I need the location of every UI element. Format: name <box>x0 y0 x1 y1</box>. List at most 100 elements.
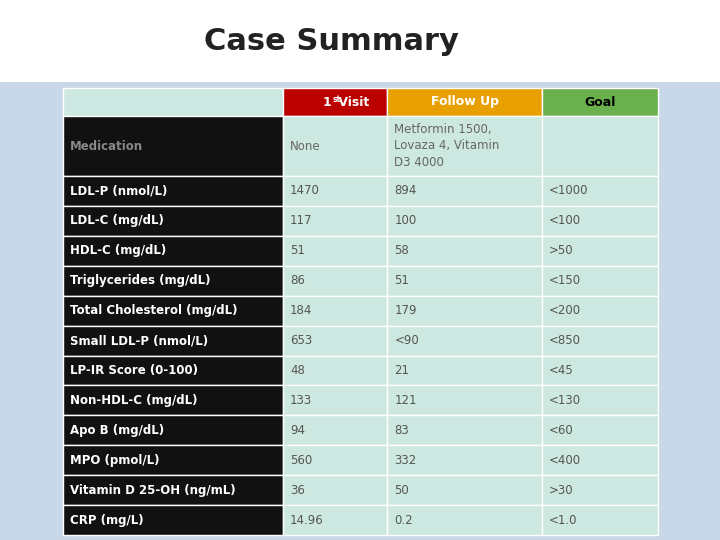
Text: Medication: Medication <box>70 139 143 152</box>
Bar <box>283 296 387 326</box>
Text: Vitamin D 25-OH (ng/mL): Vitamin D 25-OH (ng/mL) <box>70 484 235 497</box>
Bar <box>387 116 542 176</box>
Text: 14.96: 14.96 <box>290 514 324 526</box>
Text: Small LDL-P (nmol/L): Small LDL-P (nmol/L) <box>70 334 208 347</box>
Bar <box>63 236 283 266</box>
Bar <box>63 475 283 505</box>
Bar <box>387 415 542 445</box>
Text: HDL-C (mg/dL): HDL-C (mg/dL) <box>70 244 166 257</box>
Text: 83: 83 <box>395 424 409 437</box>
Bar <box>542 475 658 505</box>
Bar <box>63 116 283 176</box>
Bar <box>63 88 283 116</box>
Bar <box>283 355 387 386</box>
Text: Goal: Goal <box>585 96 616 109</box>
Bar <box>283 266 387 296</box>
Text: LDL-P (nmol/L): LDL-P (nmol/L) <box>70 185 167 198</box>
Text: LP-IR Score (0-100): LP-IR Score (0-100) <box>70 364 198 377</box>
Text: Case Summary: Case Summary <box>204 26 459 56</box>
Text: 1470: 1470 <box>290 185 320 198</box>
Bar <box>283 386 387 415</box>
Text: 653: 653 <box>290 334 312 347</box>
Text: <150: <150 <box>549 274 581 287</box>
Text: <130: <130 <box>549 394 581 407</box>
Bar <box>387 326 542 355</box>
Bar <box>283 446 387 475</box>
Bar <box>542 176 658 206</box>
Bar <box>387 236 542 266</box>
Bar <box>63 386 283 415</box>
Text: <850: <850 <box>549 334 581 347</box>
Text: >50: >50 <box>549 244 574 257</box>
Bar <box>387 386 542 415</box>
Bar <box>387 355 542 386</box>
Bar <box>387 446 542 475</box>
Bar <box>283 415 387 445</box>
Text: Metformin 1500,
Lovaza 4, Vitamin
D3 4000: Metformin 1500, Lovaza 4, Vitamin D3 400… <box>395 123 500 169</box>
Bar <box>283 176 387 206</box>
Text: 36: 36 <box>290 484 305 497</box>
Text: <1.0: <1.0 <box>549 514 577 526</box>
Bar <box>63 176 283 206</box>
Bar <box>0 0 720 82</box>
Text: 560: 560 <box>290 454 312 467</box>
Text: <100: <100 <box>549 214 581 227</box>
Text: 94: 94 <box>290 424 305 437</box>
Bar <box>387 206 542 236</box>
Text: 1: 1 <box>323 96 331 109</box>
Text: 58: 58 <box>395 244 409 257</box>
Bar <box>542 386 658 415</box>
Text: 121: 121 <box>395 394 417 407</box>
Text: <400: <400 <box>549 454 581 467</box>
Text: Triglycerides (mg/dL): Triglycerides (mg/dL) <box>70 274 210 287</box>
Bar <box>63 296 283 326</box>
Text: 51: 51 <box>395 274 409 287</box>
Bar <box>63 446 283 475</box>
Text: 50: 50 <box>395 484 409 497</box>
Text: 133: 133 <box>290 394 312 407</box>
Text: <200: <200 <box>549 304 581 317</box>
Text: Total Cholesterol (mg/dL): Total Cholesterol (mg/dL) <box>70 304 238 317</box>
Text: Follow Up: Follow Up <box>431 96 499 109</box>
Bar <box>387 266 542 296</box>
Text: Non-HDL-C (mg/dL): Non-HDL-C (mg/dL) <box>70 394 197 407</box>
Text: 0.2: 0.2 <box>395 514 413 526</box>
Bar <box>63 415 283 445</box>
Bar <box>542 88 658 116</box>
Text: MPO (pmol/L): MPO (pmol/L) <box>70 454 160 467</box>
Bar <box>283 475 387 505</box>
Text: >30: >30 <box>549 484 574 497</box>
Text: 21: 21 <box>395 364 409 377</box>
Bar <box>387 176 542 206</box>
Bar <box>387 505 542 535</box>
Bar <box>542 446 658 475</box>
Bar <box>542 505 658 535</box>
Bar <box>63 206 283 236</box>
Text: 184: 184 <box>290 304 312 317</box>
Bar <box>283 326 387 355</box>
Bar <box>542 266 658 296</box>
Bar <box>387 88 542 116</box>
Bar <box>283 236 387 266</box>
Text: CRP (mg/L): CRP (mg/L) <box>70 514 143 526</box>
Text: st: st <box>332 94 341 104</box>
Text: <45: <45 <box>549 364 574 377</box>
Bar <box>542 326 658 355</box>
Bar <box>542 355 658 386</box>
Bar <box>283 505 387 535</box>
Bar <box>283 116 387 176</box>
Text: <90: <90 <box>395 334 419 347</box>
Bar <box>542 206 658 236</box>
Text: Apo B (mg/dL): Apo B (mg/dL) <box>70 424 164 437</box>
Text: 100: 100 <box>395 214 417 227</box>
Text: 48: 48 <box>290 364 305 377</box>
Text: <60: <60 <box>549 424 574 437</box>
Bar <box>283 206 387 236</box>
Bar <box>63 505 283 535</box>
Text: 51: 51 <box>290 244 305 257</box>
Bar <box>283 88 387 116</box>
Bar <box>63 355 283 386</box>
Bar <box>387 475 542 505</box>
Text: LDL-C (mg/dL): LDL-C (mg/dL) <box>70 214 164 227</box>
Bar <box>63 266 283 296</box>
